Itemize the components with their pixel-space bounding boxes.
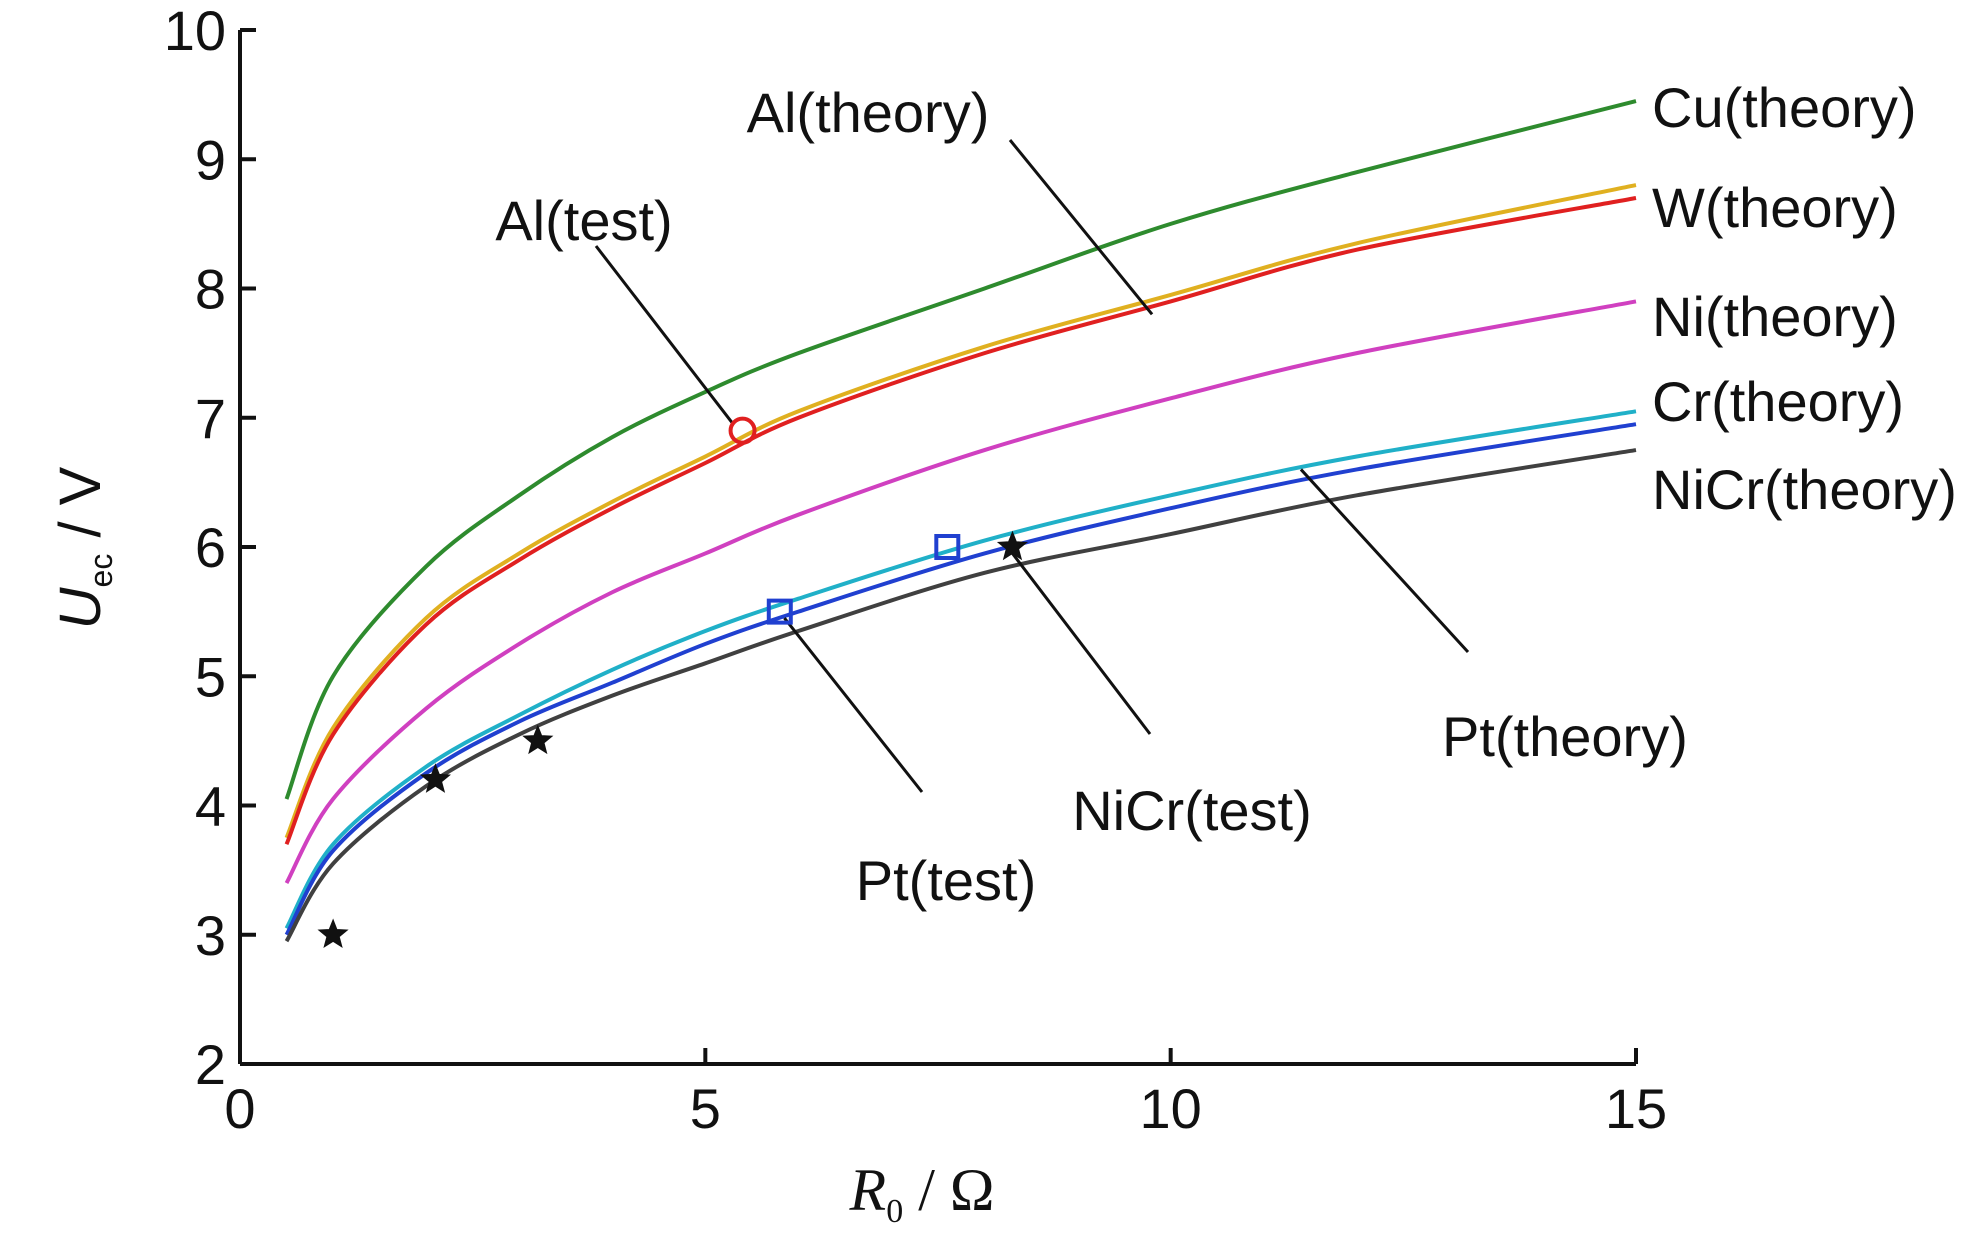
y-axis-subscript: ec (83, 554, 119, 588)
label-nicr-theory: NiCr(theory) (1652, 458, 1957, 521)
label-pt-theory: Pt(theory) (1442, 705, 1688, 768)
series-line-cu-theory (284, 99, 1637, 800)
label-ni-theory: Ni(theory) (1652, 285, 1898, 348)
marker-nicr-test (996, 530, 1028, 561)
series-line-nicr-theory (284, 448, 1637, 943)
marker-al-test (728, 416, 757, 445)
y-tick-label: 6 (195, 516, 226, 579)
marker-pt-test (766, 598, 793, 625)
y-tick-label: 4 (195, 775, 226, 838)
leader-al-theory (1008, 139, 1154, 316)
x-tick-label: 10 (1140, 1077, 1202, 1140)
series-lines (284, 99, 1637, 943)
y-tick-label: 8 (195, 258, 226, 321)
y-tick-label: 3 (195, 904, 226, 967)
leader-pt-test (783, 617, 924, 793)
series-labels: Al(theory) Al(test) Pt(test) NiCr(test) Pt(t… (495, 76, 1957, 912)
marker-pt-test (934, 534, 961, 560)
x-axis-title: R0 / Ω (849, 1157, 995, 1228)
y-tick-label: 9 (195, 128, 226, 191)
x-axis-symbol: R (849, 1157, 887, 1223)
y-axis-title-group: Uec / V (48, 466, 119, 629)
x-tick-label: 15 (1605, 1077, 1667, 1140)
x-tick-label: 5 (690, 1077, 721, 1140)
x-axis-subscript: 0 (886, 1193, 903, 1228)
x-tick-label: 0 (224, 1077, 255, 1140)
marker-nicr-test (317, 918, 349, 949)
y-axis-title: Uec / V (48, 466, 119, 629)
x-axis-unit: / Ω (903, 1157, 994, 1223)
leader-lines (594, 139, 1470, 793)
label-w-theory: W(theory) (1652, 176, 1898, 239)
y-tick-label: 5 (195, 645, 226, 708)
test-markers (317, 416, 1028, 949)
series-line-ni-theory (284, 299, 1637, 885)
marker-nicr-test (419, 763, 451, 793)
leader-al-test (594, 245, 735, 426)
marker-nicr-test (522, 724, 554, 755)
label-nicr-test: NiCr(test) (1072, 779, 1312, 842)
series-line-al-theory (284, 183, 1637, 839)
label-pt-test: Pt(test) (856, 849, 1036, 912)
label-al-test: Al(test) (495, 189, 672, 252)
ticks: 0 5 10 15 2 3 4 5 6 7 8 9 10 (164, 0, 1667, 1140)
y-axis-symbol: U (48, 586, 113, 629)
label-cr-theory: Cr(theory) (1652, 370, 1904, 433)
label-al-theory: Al(theory) (747, 81, 990, 144)
y-tick-label: 10 (164, 0, 226, 62)
leader-nicr-test (1011, 552, 1152, 735)
y-tick-label: 2 (195, 1033, 226, 1096)
leader-pt-theory (1299, 468, 1470, 654)
series-line-cr-theory (284, 409, 1637, 930)
label-cu-theory: Cu(theory) (1652, 76, 1917, 139)
y-axis-unit: / V (48, 466, 113, 553)
y-tick-label: 7 (195, 387, 226, 450)
series-line-pt-theory (284, 422, 1637, 936)
